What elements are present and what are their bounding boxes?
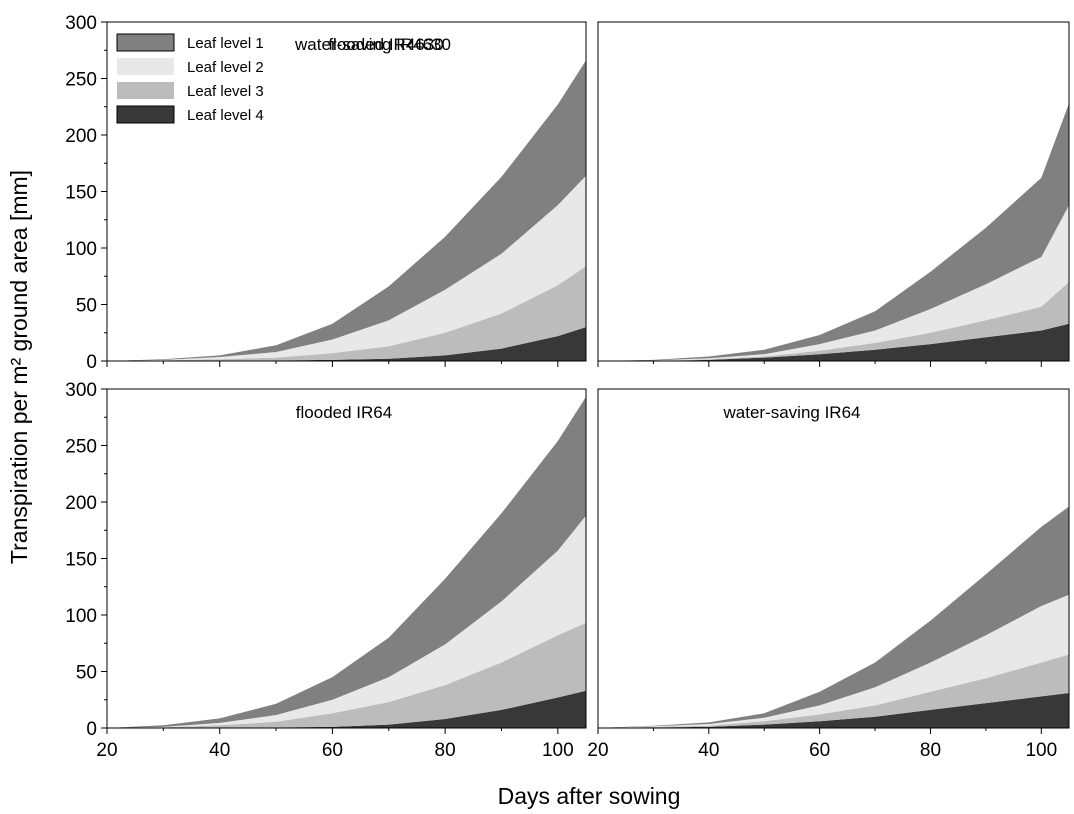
- y-tick-label: 250: [65, 70, 97, 91]
- plot-frame: [597, 388, 1070, 729]
- y-tick-label: 300: [65, 13, 97, 34]
- x-tick-label: 80: [435, 740, 456, 761]
- panel-title: flooded IR64: [296, 403, 392, 422]
- y-tick-label: 300: [65, 380, 97, 401]
- area-leaf-level-4: [598, 323, 1069, 361]
- legend-swatch: [116, 33, 175, 52]
- legend-swatch: [117, 58, 174, 75]
- area-leaf-level-3: [107, 622, 586, 728]
- y-tick-label: 100: [65, 239, 97, 260]
- y-tick-label: 100: [65, 606, 97, 627]
- legend-label: Leaf level 1: [187, 35, 264, 52]
- area-leaf-level-4: [107, 690, 586, 728]
- y-tick-label: 200: [65, 126, 97, 147]
- panel-4: 20 40 60 80 100 water-saving IR64: [587, 388, 1070, 761]
- x-tick-label: 20: [587, 740, 608, 761]
- legend-swatch: [117, 82, 174, 99]
- area-leaf-level-2: [107, 515, 586, 728]
- x-tick-label: 40: [698, 740, 719, 761]
- area-leaf-level-4: [598, 693, 1069, 728]
- panel-title: flooded IR4630: [328, 35, 443, 54]
- area-leaf-level-4: [107, 327, 586, 361]
- panel-title: water-saving IR4630: [294, 35, 451, 54]
- y-tick-label: 150: [65, 550, 97, 571]
- y-axis-title: Transpiration per m² ground area [mm]: [6, 170, 32, 564]
- area-leaf-level-2: [598, 594, 1069, 728]
- legend-swatch: [116, 105, 175, 124]
- y-tick-label: 150: [65, 183, 97, 204]
- panel-2: water-saving IR4630: [294, 21, 1070, 367]
- area-leaf-level-1: [107, 60, 586, 362]
- x-tick-label: 80: [920, 740, 941, 761]
- panel-title: water-saving IR64: [722, 403, 860, 422]
- y-tick-label: 250: [65, 437, 97, 458]
- x-tick-label: 40: [209, 740, 230, 761]
- legend: Leaf level 1 Leaf level 2 Leaf level 3 Leaf…: [116, 33, 264, 124]
- panel-3: 0 50 100 150 200 250 300 20 40 60 80 100 flooded IR6…: [65, 380, 587, 761]
- area-leaf-level-1: [107, 396, 586, 728]
- panel-1: 0 50 100 150 200 250 300 flooded IR4630: [65, 13, 587, 373]
- area-leaf-level-1: [598, 506, 1069, 728]
- y-tick-label: 50: [76, 296, 97, 317]
- x-tick-label: 60: [809, 740, 830, 761]
- plot-frame: [597, 21, 1070, 362]
- legend-label: Leaf level 3: [187, 83, 264, 100]
- x-axis-title: Days after sowing: [498, 783, 681, 809]
- x-tick-label: 100: [1025, 740, 1057, 761]
- area-leaf-level-3: [598, 654, 1069, 728]
- legend-label: Leaf level 2: [187, 59, 264, 76]
- area-leaf-level-3: [107, 266, 586, 361]
- x-tick-label: 20: [96, 740, 117, 761]
- y-tick-label: 50: [76, 663, 97, 684]
- y-tick-label: 0: [86, 719, 97, 740]
- y-tick-label: 0: [86, 352, 97, 373]
- legend-label: Leaf level 4: [187, 107, 264, 124]
- x-tick-label: 100: [542, 740, 574, 761]
- area-leaf-level-2: [107, 175, 586, 361]
- x-tick-label: 60: [322, 740, 343, 761]
- area-leaf-level-1: [598, 103, 1069, 362]
- area-leaf-level-3: [598, 281, 1069, 361]
- y-tick-label: 200: [65, 493, 97, 514]
- area-leaf-level-2: [598, 205, 1069, 361]
